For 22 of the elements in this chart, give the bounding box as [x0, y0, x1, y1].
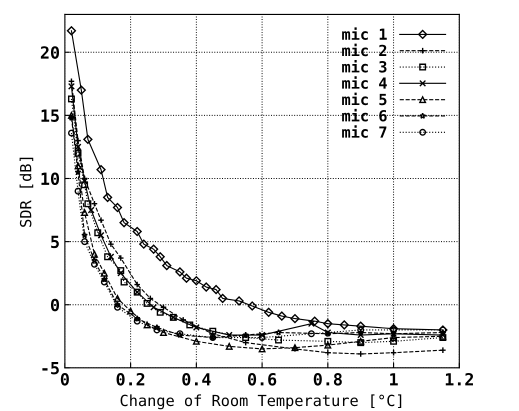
- y-tick-label: 5: [51, 236, 59, 248]
- x-tick-label: 1.2: [446, 373, 473, 386]
- legend-label: mic 1: [342, 27, 387, 40]
- y-tick-label: -5: [42, 362, 59, 374]
- x-tick-label: 0.6: [248, 373, 276, 386]
- x-axis-title: Change of Room Temperature [°C]: [120, 394, 402, 410]
- x-tick-label: 0.4: [182, 373, 211, 386]
- x-tick-label: 0.2: [116, 373, 144, 386]
- legend-label: mic 3: [342, 60, 387, 73]
- y-tick-label: 10: [41, 172, 60, 186]
- y-axis-title: SDR [dB]: [20, 158, 34, 227]
- legend-label: mic 2: [342, 44, 386, 56]
- legend-label: mic 6: [342, 108, 387, 122]
- legend-label: mic 5: [342, 92, 386, 106]
- x-tick-label: 1: [390, 373, 398, 386]
- legend-label: mic 7: [342, 125, 386, 138]
- y-tick-label: 15: [41, 110, 59, 122]
- y-tick-label: 0: [50, 298, 60, 312]
- y-tick-label: 20: [40, 46, 60, 59]
- x-tick-label: 0: [60, 373, 69, 386]
- x-tick-label: 0.8: [314, 373, 342, 386]
- legend-label: mic 4: [342, 76, 387, 89]
